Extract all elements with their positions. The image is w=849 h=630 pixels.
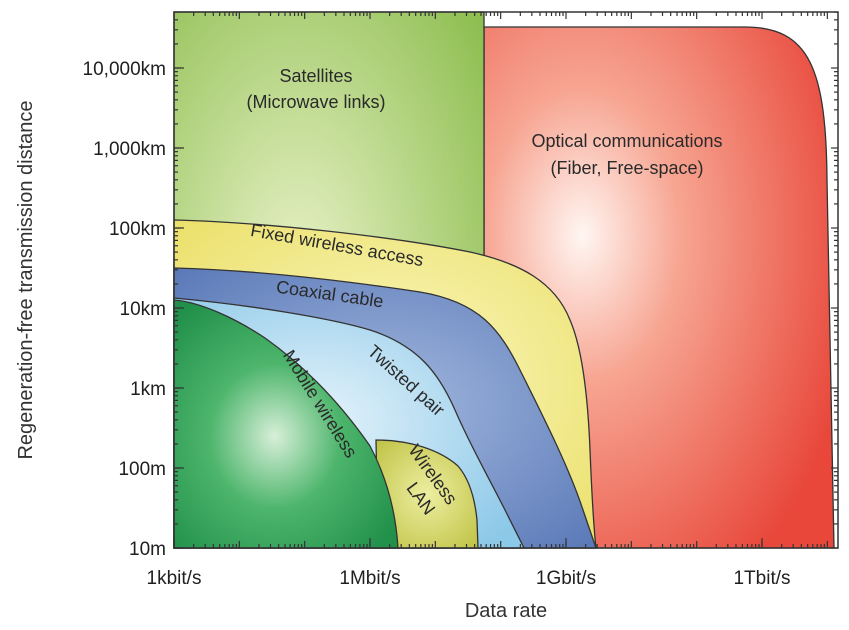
- x-tick-label: 1Tbit/s: [733, 568, 790, 589]
- label-optical-sub: (Fiber, Free-space): [550, 158, 703, 178]
- region-mobile-wireless: [173, 299, 399, 549]
- y-tick-label: 100km: [109, 219, 166, 240]
- plot-frame: [173, 11, 839, 549]
- axis-ticks: [173, 11, 838, 549]
- y-tick-label: 1,000km: [93, 139, 166, 160]
- x-axis-label: Data rate: [465, 600, 547, 622]
- x-tick-label: 1Mbit/s: [339, 568, 400, 589]
- x-tick-label: 1Gbit/s: [536, 568, 596, 589]
- y-tick-label: 1km: [130, 379, 166, 400]
- region-wireless-lan: [375, 439, 479, 549]
- x-tick-label: 1kbit/s: [147, 568, 202, 589]
- y-axis-label: Regeneration-free transmission distance: [15, 100, 37, 459]
- label-optical: Optical communications: [531, 131, 722, 151]
- label-satellites: Satellites: [279, 66, 352, 86]
- y-tick-label: 10,000km: [83, 59, 166, 80]
- y-tick-label: 100m: [118, 459, 166, 480]
- y-tick-label: 10m: [129, 539, 166, 560]
- axis-tick-labels: 1kbit/s 1Mbit/s 1Gbit/s 1Tbit/s 10m 100m 1km 10…: [83, 59, 791, 589]
- y-tick-label: 10km: [120, 299, 166, 320]
- label-satellites-sub: (Microwave links): [246, 92, 385, 112]
